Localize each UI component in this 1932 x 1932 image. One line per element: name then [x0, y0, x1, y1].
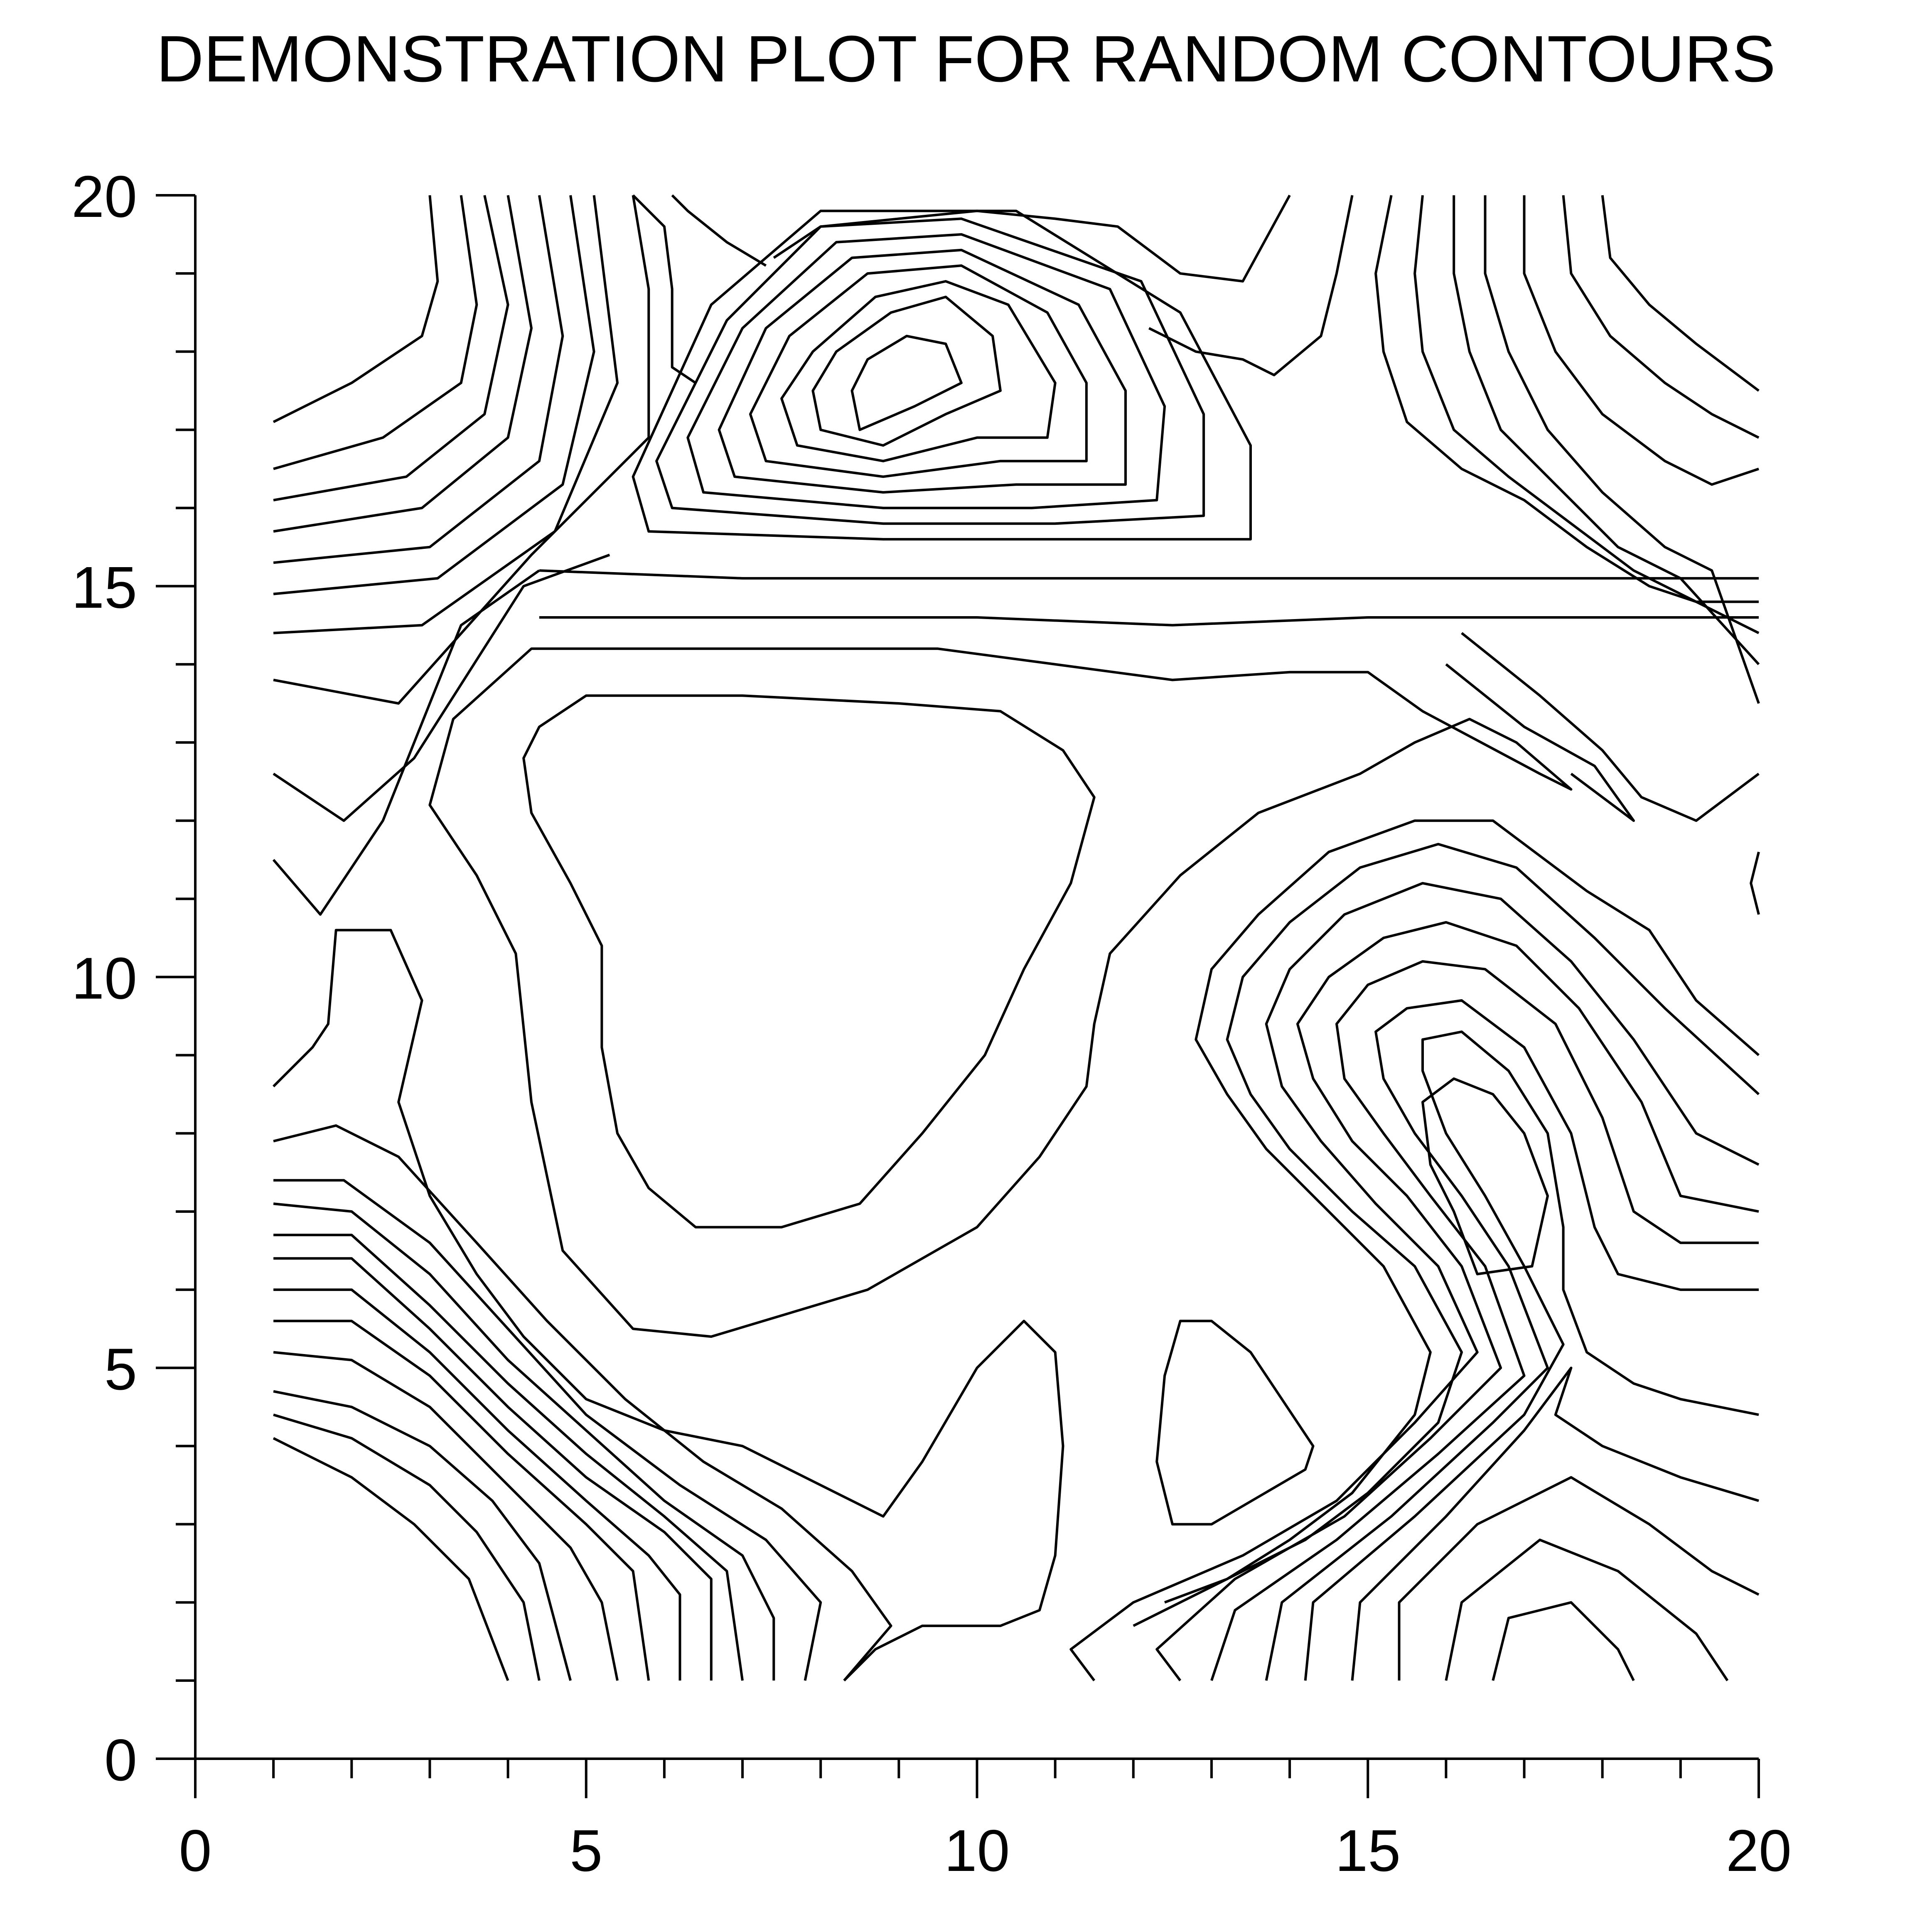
- contour-valley-left-3: [273, 195, 509, 501]
- contour-ridge-mid-2: [539, 616, 1759, 627]
- x-axis-ticks: 0 5 10 15 20: [179, 1759, 1792, 1884]
- contour-valley-left-4: [273, 195, 533, 533]
- contour-valley-left-lower-1: [272, 929, 1064, 1681]
- contour-valley-right-lower-1: [1351, 1367, 1759, 1681]
- contour-valley-left-5: [273, 195, 564, 564]
- contour-valley-right-upper-8: [1601, 195, 1760, 392]
- contour-peak-top-center-4: [749, 264, 1088, 478]
- contour-valley-right-upper-6: [1523, 195, 1759, 486]
- contour-peak-top-center: [850, 334, 963, 431]
- y-axis-ticks: 0 5 10 15 20: [71, 164, 195, 1793]
- contour-valley-top-center-3: [773, 194, 1291, 283]
- contour-valley-left-9: [273, 553, 610, 822]
- x-tick-label: 0: [179, 1818, 212, 1884]
- contour-valley-right-upper-4: [1453, 195, 1760, 665]
- contour-peak-top-center-7: [655, 217, 1205, 525]
- x-tick-label: 5: [570, 1818, 602, 1884]
- contour-valley-left-lower-7: [273, 1288, 681, 1681]
- contour-valley-left-lower-3: [273, 1179, 822, 1681]
- contour-valley-left-2: [273, 195, 478, 470]
- contour-valley-right-mid-1: [1461, 632, 1760, 822]
- contour-swirl-right-5: [1210, 960, 1759, 1681]
- y-tick-label: 5: [104, 1336, 137, 1402]
- contour-valley-right-upper-3: [1413, 195, 1760, 634]
- contour-peak-top-center-2: [811, 295, 1002, 447]
- contour-valley-left-lower-10: [273, 1390, 572, 1681]
- contour-valley-left-lower-2: [273, 1124, 892, 1681]
- x-tick-label: 20: [1726, 1818, 1792, 1884]
- contour-valley-top-center-2: [632, 194, 696, 384]
- y-tick-label: 10: [71, 946, 137, 1012]
- contour-valley-right-upper-1: [1148, 195, 1354, 376]
- contour-swirl-right-1: [1164, 819, 1760, 1604]
- contour-ridge-mid-1: [539, 569, 1759, 580]
- y-tick-label: 15: [71, 555, 137, 621]
- contour-valley-left-lower-5: [273, 1234, 744, 1681]
- contour-lines: [272, 194, 1760, 1681]
- y-tick-label: 20: [71, 164, 137, 230]
- contour-valley-right-lower-4: [1492, 1601, 1635, 1681]
- contour-valley-left-lower-4: [273, 1202, 775, 1681]
- contour-valley-left-8: [273, 195, 650, 705]
- chart-title: DEMONSTRATION PLOT FOR RANDOM CONTOURS: [156, 22, 1776, 96]
- contour-loop-center-inner: [522, 694, 1096, 1229]
- contour-valley-right-lower-2: [1398, 1476, 1760, 1681]
- y-tick-label: 0: [104, 1727, 137, 1793]
- contour-peak-top-center-5: [718, 248, 1127, 494]
- contour-swirl-right-6: [1265, 999, 1759, 1681]
- contour-valley-left-lower-12: [273, 1437, 509, 1681]
- contour-peak-top-center-8: [632, 209, 1252, 541]
- contour-valley-left-7: [273, 195, 619, 634]
- contour-valley-left-lower-9: [273, 1351, 619, 1681]
- contour-loop-center-outer: [428, 647, 1573, 1338]
- contour-swirl-right-2: [1133, 843, 1760, 1627]
- contour-valley-right-upper-5: [1484, 195, 1760, 704]
- contour-valley-right-mid-2: [1445, 663, 1635, 822]
- contour-valley-right-lower-3: [1445, 1539, 1729, 1681]
- contour-valley-left-lower-11: [273, 1413, 541, 1681]
- contour-valley-left-lower-8: [273, 1320, 650, 1681]
- contour-valley-right-mid-3: [1750, 851, 1760, 915]
- contour-valley-left-10: [272, 569, 540, 916]
- contour-valley-left-1: [273, 195, 439, 423]
- contour-valley-left-lower-6: [273, 1257, 713, 1681]
- contour-peak-right-inner: [1421, 1077, 1549, 1276]
- contour-valley-left-6: [273, 195, 595, 595]
- contour-valley-right-upper-7: [1562, 195, 1760, 439]
- contour-swirl-right-4: [1155, 921, 1759, 1681]
- contour-peak-top-center-3: [780, 280, 1057, 462]
- contour-valley-right-upper-2: [1374, 195, 1759, 603]
- contour-swirl-right-7: [1304, 1030, 1759, 1681]
- contour-valley-top-center-1: [671, 194, 767, 267]
- x-tick-label: 10: [944, 1818, 1010, 1884]
- contour-peak-lower-center: [1155, 1320, 1315, 1526]
- contour-peak-top-center-6: [686, 233, 1166, 509]
- x-tick-label: 15: [1335, 1818, 1401, 1884]
- axes: [194, 195, 1759, 1760]
- contour-swirl-right-3: [1069, 882, 1760, 1681]
